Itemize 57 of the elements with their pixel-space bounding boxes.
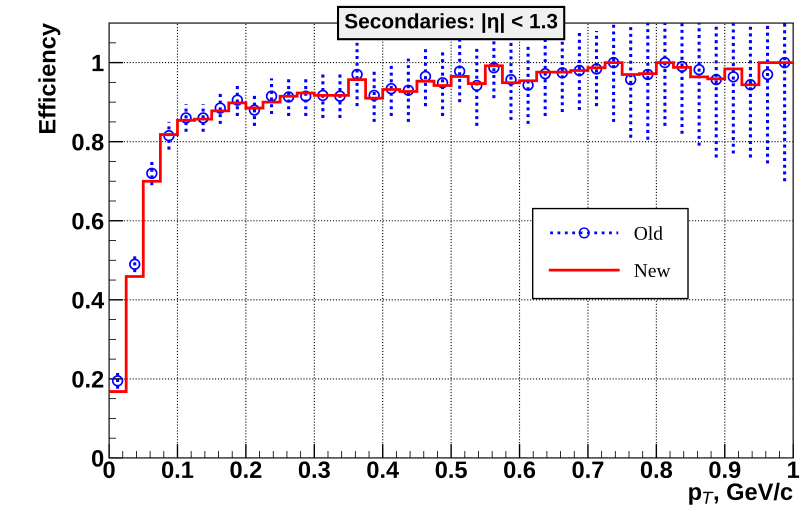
point (762, 68, 774, 80)
x-tick-label: 0.8 (640, 461, 672, 478)
point (471, 80, 482, 92)
y-tick-label: 0.6 (72, 212, 104, 230)
point (436, 77, 448, 88)
x-tick-label: 0.4 (367, 461, 399, 478)
legend-label: New (634, 264, 670, 278)
point (334, 90, 346, 102)
y-tick-label: 0.4 (72, 292, 104, 309)
point (248, 104, 260, 116)
x-tick-label: 0.2 (230, 461, 262, 478)
point (744, 79, 756, 90)
point (728, 71, 740, 83)
point (266, 90, 278, 102)
legend-label: Old (634, 226, 663, 240)
point (710, 74, 722, 86)
point (214, 102, 226, 114)
point (522, 79, 534, 91)
point (146, 168, 158, 179)
x-tick-label: 0.7 (572, 461, 604, 478)
point (642, 68, 654, 80)
x-axis-title: p$_{T}$, GeV/c (689, 482, 792, 505)
point (129, 258, 140, 270)
point (574, 64, 586, 76)
point (163, 130, 175, 142)
point (693, 64, 705, 76)
point (300, 90, 312, 102)
point (539, 68, 551, 80)
x-tick-label: 0.3 (298, 461, 330, 478)
point (317, 90, 329, 102)
point (556, 67, 568, 79)
y-tick-label: 0 (92, 450, 104, 467)
y-tick-label: 0.2 (72, 370, 104, 388)
x-tick-label: 0.5 (436, 461, 467, 478)
chart-title: Secondaries: |η| < 1.3 (344, 13, 558, 33)
point (368, 90, 380, 102)
point (505, 74, 517, 86)
point (590, 63, 602, 75)
point (778, 56, 790, 68)
point (386, 82, 397, 94)
point (659, 56, 671, 68)
y-tick-label: 0.8 (72, 134, 104, 150)
x-tick-label: 0.1 (162, 461, 194, 478)
point (112, 375, 124, 387)
point (232, 94, 244, 106)
y-tick-label: 1 (92, 54, 104, 72)
y-axis-title: Efficiency (38, 23, 60, 134)
point (608, 56, 620, 68)
point (488, 62, 500, 74)
x-tick-label: 0.9 (709, 461, 740, 478)
point (282, 91, 294, 103)
x-tick-label: 0.6 (504, 461, 536, 478)
point (180, 112, 192, 124)
point (676, 60, 688, 72)
x-tick-label: 1 (788, 462, 800, 478)
point (197, 112, 209, 124)
point (402, 84, 414, 96)
